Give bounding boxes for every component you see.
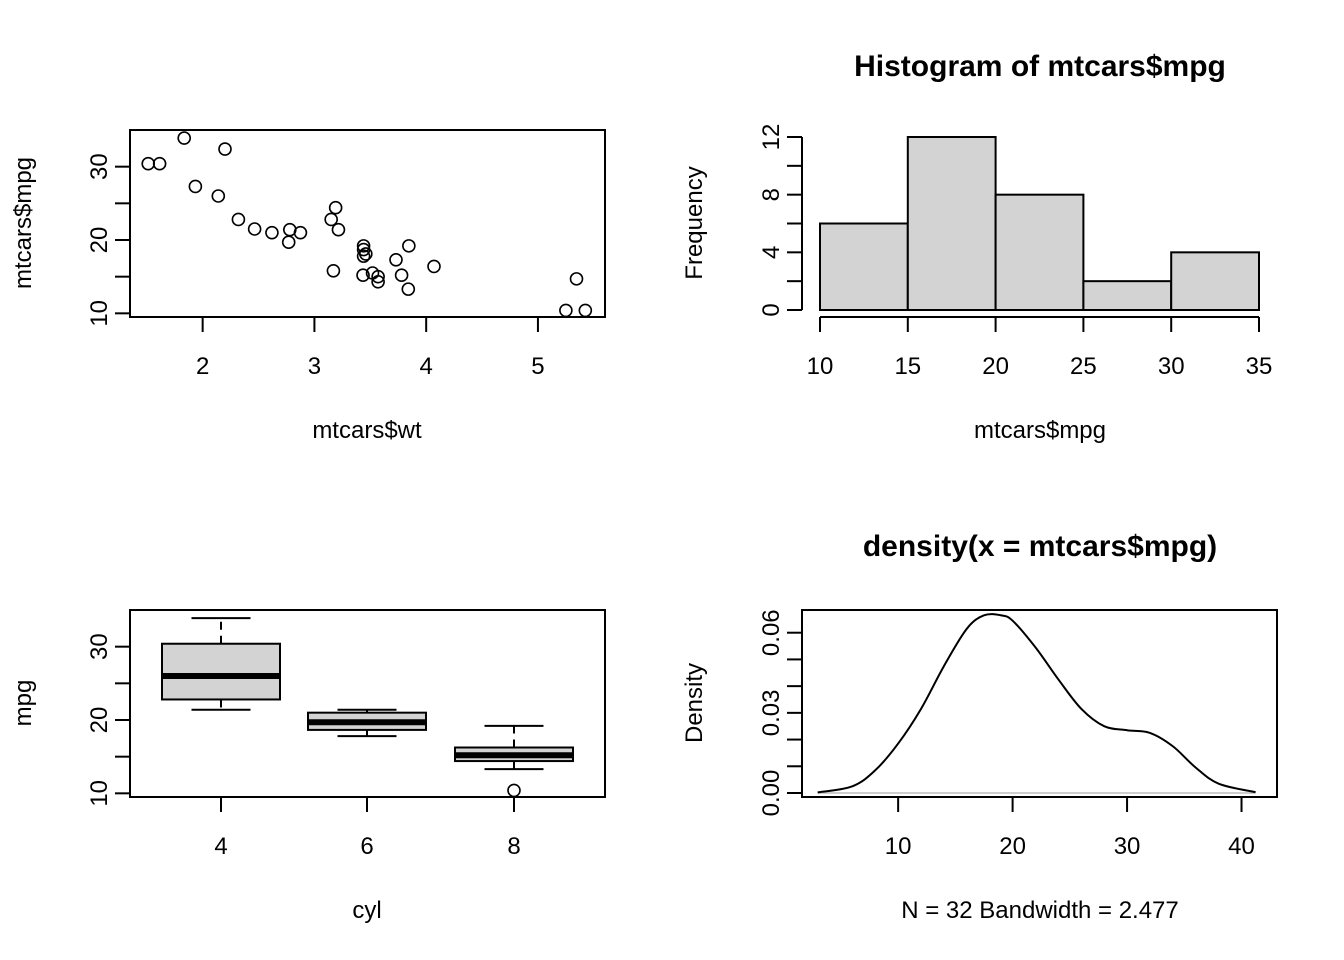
scatter-point: [356, 268, 370, 283]
axes: 2 3 4 5 10 20 30: [86, 153, 545, 380]
axes: 10 15 20 25 30 35 0 4 8 12: [758, 124, 1272, 380]
scatter-point: [177, 131, 192, 145]
x-tick-label: 6: [360, 833, 373, 860]
scatter-point: [152, 156, 167, 171]
axes: 4 6 8 10 20 30: [86, 633, 521, 860]
x-tick-label: 4: [419, 353, 432, 380]
x-tick-label: 8: [507, 833, 520, 860]
y-tick-label: 20: [86, 707, 113, 734]
y-tick-label: 0.03: [758, 689, 785, 736]
y-tick-label: 10: [86, 780, 113, 807]
scatter-point: [265, 225, 279, 240]
x-tick-label: 15: [894, 353, 921, 380]
density-curve: [817, 613, 1256, 794]
scatter-point: [427, 259, 441, 274]
x-tick-label: 3: [308, 353, 321, 380]
x-tick-label: 5: [531, 353, 544, 380]
box: [161, 642, 281, 701]
scatter-point: [389, 252, 403, 267]
scatter-point: [359, 247, 373, 261]
histogram-panel: Histogram of mtcars$mpg mtcars$mpg Frequ…: [681, 50, 1272, 444]
y-tick-label: 20: [86, 227, 113, 254]
scatter-point: [281, 235, 296, 249]
y-axis-label: mpg: [10, 680, 37, 727]
scatter-point: [324, 212, 338, 227]
y-axis-label: Frequency: [681, 166, 708, 279]
scatter-point: [394, 268, 409, 283]
scatter-point: [356, 239, 371, 253]
scatter-point: [402, 239, 416, 253]
axes: 10 20 30 40 0.00 0.03 0.06: [758, 609, 1255, 860]
x-tick-label: 35: [1246, 353, 1273, 380]
chart-title: Histogram of mtcars$mpg: [854, 50, 1226, 83]
y-tick-label: 8: [758, 188, 785, 201]
histogram-bars: [819, 136, 1260, 312]
density-line: [817, 613, 1256, 794]
scatter-point: [569, 272, 584, 286]
histogram-bar: [906, 136, 997, 311]
x-tick-label: 30: [1158, 353, 1185, 380]
scatter-point: [326, 263, 341, 278]
y-tick-label: 30: [86, 633, 113, 660]
boxes: [161, 617, 574, 798]
scatter-point: [401, 282, 416, 296]
scatter-points: [141, 131, 593, 318]
y-tick-label: 0: [758, 303, 785, 316]
x-axis-label: mtcars$wt: [312, 417, 422, 444]
histogram-bar: [1082, 280, 1173, 311]
y-tick-label: 10: [86, 300, 113, 327]
x-tick-label: 30: [1114, 833, 1141, 860]
scatter-point: [356, 249, 371, 263]
x-tick-label: 4: [214, 833, 227, 860]
x-tick-label: 20: [999, 833, 1026, 860]
histogram-bar: [994, 193, 1085, 312]
x-axis-label: mtcars$mpg: [974, 417, 1106, 444]
x-tick-label: 2: [196, 353, 209, 380]
x-tick-label: 10: [885, 833, 912, 860]
scatter-point: [578, 303, 593, 318]
scatter-panel: mtcars$wt mtcars$mpg 2 3 4 5 10 20 30: [10, 129, 606, 444]
plot-frame: [801, 609, 1278, 798]
histogram-bar: [1170, 251, 1260, 311]
y-tick-label: 4: [758, 246, 785, 259]
y-axis-label: Density: [681, 663, 708, 743]
scatter-point: [328, 200, 343, 215]
x-tick-label: 40: [1228, 833, 1255, 860]
scatter-point: [211, 189, 226, 203]
scatter-point: [371, 269, 385, 284]
scatter-point: [188, 179, 203, 194]
y-tick-label: 0.06: [758, 609, 785, 656]
y-tick-label: 30: [86, 153, 113, 180]
y-axis-label: mtcars$mpg: [10, 157, 37, 289]
y-tick-label: 12: [758, 124, 785, 151]
scatter-point: [559, 303, 573, 318]
density-panel: density(x = mtcars$mpg) N = 32 Bandwidth…: [681, 530, 1278, 924]
x-tick-label: 25: [1070, 353, 1097, 380]
scatter-point: [283, 222, 297, 237]
x-axis-label: cyl: [352, 897, 381, 924]
x-axis-label: N = 32 Bandwidth = 2.477: [901, 897, 1179, 924]
scatter-point: [331, 222, 346, 237]
scatter-point: [231, 212, 246, 227]
outlier-point: [507, 783, 521, 798]
scatter-point: [218, 142, 232, 156]
histogram-bar: [819, 222, 909, 311]
plot-frame: [129, 129, 606, 318]
chart-title: density(x = mtcars$mpg): [863, 530, 1217, 563]
boxplot-panel: cyl mpg 4 6 8 10 20 30: [10, 609, 606, 924]
x-tick-label: 10: [807, 353, 834, 380]
y-tick-label: 0.00: [758, 770, 785, 817]
x-tick-label: 20: [982, 353, 1009, 380]
scatter-point: [247, 222, 262, 236]
scatter-point: [141, 156, 156, 171]
